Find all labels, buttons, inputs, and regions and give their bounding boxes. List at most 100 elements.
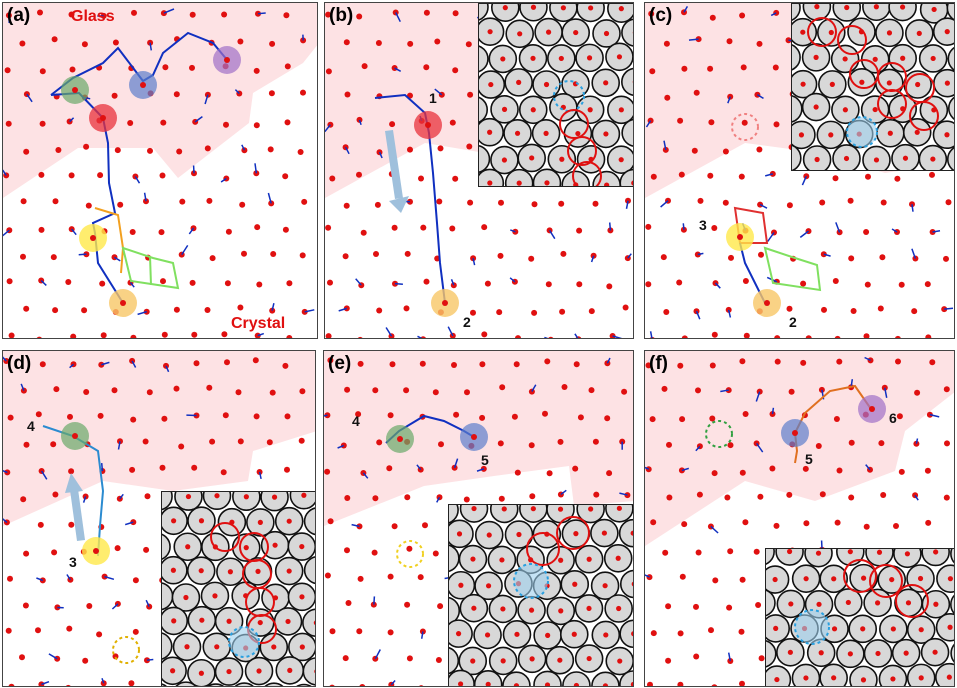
particle-disk bbox=[932, 17, 954, 46]
particle-dot bbox=[239, 201, 246, 208]
particle-dot bbox=[19, 654, 25, 661]
particle-dot bbox=[67, 413, 73, 420]
displacement-vector bbox=[258, 471, 262, 480]
particle-dot bbox=[819, 491, 826, 498]
displacement-vector bbox=[338, 307, 347, 312]
particle-center bbox=[874, 600, 881, 606]
particle-center bbox=[859, 79, 865, 85]
particle-dot bbox=[419, 360, 426, 367]
particle-dot bbox=[191, 331, 198, 338]
particle-dot bbox=[756, 146, 763, 153]
particle-dot bbox=[592, 200, 599, 207]
particle-dot bbox=[252, 357, 259, 364]
particle-dot bbox=[514, 469, 521, 476]
displacement-vector bbox=[71, 228, 77, 236]
particle-dot bbox=[111, 387, 118, 394]
particle-dot bbox=[50, 441, 57, 448]
displacement-vector bbox=[645, 466, 650, 470]
particle-disk bbox=[260, 492, 289, 512]
particle-center bbox=[313, 620, 315, 626]
displacement-vector bbox=[40, 279, 47, 286]
displacement-vector bbox=[911, 248, 917, 259]
particle-dot bbox=[162, 64, 169, 71]
particle-dot bbox=[451, 362, 457, 368]
displacement-vector bbox=[69, 117, 75, 123]
particle-dot bbox=[679, 573, 686, 580]
particle-center bbox=[843, 155, 850, 162]
particle-center bbox=[873, 4, 879, 10]
displacement-vector bbox=[509, 277, 516, 283]
particle-disk bbox=[296, 683, 312, 686]
particle-center bbox=[501, 106, 508, 112]
particle-dot bbox=[404, 250, 411, 257]
particle-center bbox=[286, 518, 292, 524]
particle-dot bbox=[497, 440, 504, 447]
particle-dot bbox=[693, 653, 700, 660]
particle-disk bbox=[849, 665, 878, 686]
particle-dot bbox=[576, 281, 583, 288]
particle-dot bbox=[131, 9, 137, 16]
particle-center bbox=[514, 130, 521, 136]
particle-center bbox=[458, 582, 464, 588]
particle-center bbox=[500, 606, 506, 612]
particle-dot bbox=[820, 251, 827, 258]
particle-dot bbox=[666, 494, 673, 501]
particle-dot bbox=[344, 495, 351, 501]
particle-dot bbox=[756, 40, 763, 47]
particle-dot bbox=[132, 628, 139, 635]
particle-dot bbox=[848, 439, 855, 446]
particle-center bbox=[530, 4, 537, 10]
inset-f bbox=[765, 548, 954, 686]
particle-center bbox=[314, 669, 315, 674]
displacement-vector bbox=[417, 335, 423, 338]
particle-dot bbox=[85, 202, 92, 209]
particle-center bbox=[861, 575, 867, 581]
particle-center bbox=[860, 626, 866, 632]
particle-dot bbox=[357, 360, 364, 367]
particle-dot bbox=[269, 40, 276, 47]
particle-center bbox=[558, 55, 564, 62]
vacancy-marker bbox=[396, 540, 424, 568]
panel-label: (c) bbox=[649, 5, 673, 26]
inset-e bbox=[448, 504, 633, 686]
particle-dot bbox=[481, 331, 488, 338]
displacement-vector bbox=[362, 472, 369, 479]
particle-dot bbox=[697, 197, 704, 204]
particle-dot bbox=[758, 251, 764, 258]
displacement-vector bbox=[608, 222, 612, 231]
particle-dot bbox=[529, 493, 536, 500]
particle-dot bbox=[130, 519, 137, 526]
particle-center bbox=[185, 493, 192, 500]
displacement-vector bbox=[727, 96, 731, 104]
particle-center bbox=[947, 624, 953, 630]
displacement-vector bbox=[194, 115, 203, 123]
particle-dot bbox=[237, 38, 244, 45]
particle-center bbox=[255, 568, 261, 574]
particle-dot bbox=[722, 199, 729, 206]
displacement-vector bbox=[204, 94, 209, 105]
particle-dot bbox=[37, 521, 44, 528]
particle-dot bbox=[943, 494, 950, 501]
particle-dot bbox=[498, 495, 505, 502]
particle-dot bbox=[707, 172, 714, 179]
particle-dot bbox=[850, 308, 857, 314]
particle-dot bbox=[805, 335, 812, 338]
particle-dot bbox=[707, 65, 714, 72]
particle-dot bbox=[327, 518, 334, 525]
displacement-vector bbox=[378, 151, 383, 159]
particle-dot bbox=[645, 281, 652, 288]
particle-center bbox=[586, 655, 592, 662]
particle-dot bbox=[7, 414, 14, 421]
particle-center bbox=[271, 644, 277, 650]
particle-dot bbox=[463, 496, 470, 503]
particle-center bbox=[603, 30, 610, 37]
displacement-vector bbox=[606, 357, 611, 364]
displacement-vector bbox=[688, 38, 699, 41]
particle-dot bbox=[173, 91, 180, 98]
particle-dot bbox=[741, 119, 748, 126]
particle-center bbox=[918, 627, 924, 633]
particle-dot bbox=[340, 442, 347, 449]
displacement-vector bbox=[710, 525, 719, 534]
displacement-vector bbox=[101, 361, 110, 366]
particle-center bbox=[886, 30, 893, 36]
